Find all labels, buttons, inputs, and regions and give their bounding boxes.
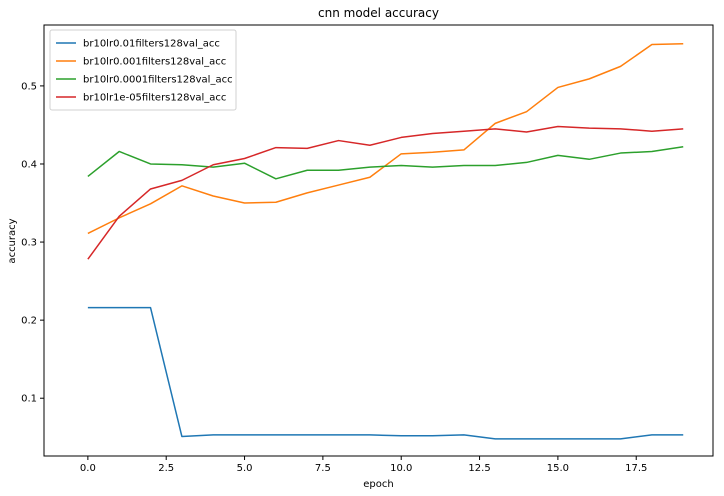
x-tick-label: 2.5 — [158, 463, 174, 474]
x-tick-label: 15.0 — [547, 463, 569, 474]
x-tick-label: 5.0 — [237, 463, 253, 474]
x-tick-label: 7.5 — [315, 463, 331, 474]
y-tick-label: 0.2 — [21, 316, 37, 327]
legend-frame — [49, 29, 237, 111]
legend-label-2: br10lr0.001filters128val_acc — [83, 57, 226, 68]
series-line-2 — [87, 42, 684, 235]
x-tick-label: 17.5 — [625, 463, 647, 474]
plot-frame — [43, 24, 714, 457]
x-tick-label: 0.0 — [80, 463, 96, 474]
legend: br10lr0.01filters128val_acc br10lr0.001fi… — [49, 29, 237, 111]
ticks-layer: 0.0 2.5 5.0 7.5 10.0 12.5 15.0 17.5 0.1 0.2 0.3 0.4… — [21, 81, 647, 474]
legend-label-3: br10lr0.0001filters128val_acc — [83, 75, 233, 86]
x-tick-label: 10.0 — [390, 463, 412, 474]
y-tick-label: 0.5 — [21, 81, 37, 92]
series-line-4 — [87, 125, 684, 260]
x-tick-label: 12.5 — [468, 463, 490, 474]
y-axis-label: accuracy — [7, 218, 18, 263]
y-tick-label: 0.3 — [21, 238, 37, 249]
series-layer — [87, 42, 684, 440]
axes-layer — [43, 24, 714, 457]
x-axis-label: epoch — [363, 479, 393, 490]
y-tick-label: 0.4 — [21, 159, 37, 170]
legend-label-1: br10lr0.01filters128val_acc — [83, 39, 220, 50]
series-line-1 — [87, 306, 684, 440]
legend-label-4: br10lr1e-05filters128val_acc — [83, 93, 226, 104]
chart-title: cnn model accuracy — [318, 6, 439, 20]
y-tick-label: 0.1 — [21, 394, 37, 405]
series-line-3 — [87, 146, 684, 180]
